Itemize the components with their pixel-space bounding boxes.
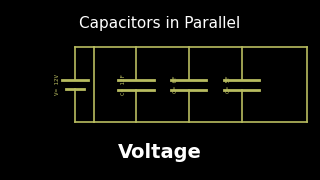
Text: C= 6F: C= 6F bbox=[173, 76, 179, 93]
Text: Voltage: Voltage bbox=[118, 143, 202, 163]
Text: V= 12V: V= 12V bbox=[55, 74, 60, 95]
Text: Capacitors in Parallel: Capacitors in Parallel bbox=[79, 16, 241, 31]
Text: C= 5F: C= 5F bbox=[226, 76, 231, 93]
Text: C= 12F: C= 12F bbox=[121, 74, 126, 95]
